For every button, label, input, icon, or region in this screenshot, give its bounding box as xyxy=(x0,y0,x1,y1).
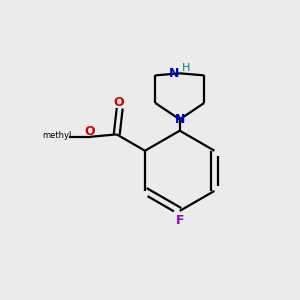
Text: methyl: methyl xyxy=(42,131,71,140)
Text: N: N xyxy=(175,113,185,127)
Text: H: H xyxy=(182,63,190,73)
Text: N: N xyxy=(169,67,180,80)
Text: O: O xyxy=(114,96,124,110)
Text: O: O xyxy=(85,125,95,138)
Text: F: F xyxy=(176,214,184,227)
